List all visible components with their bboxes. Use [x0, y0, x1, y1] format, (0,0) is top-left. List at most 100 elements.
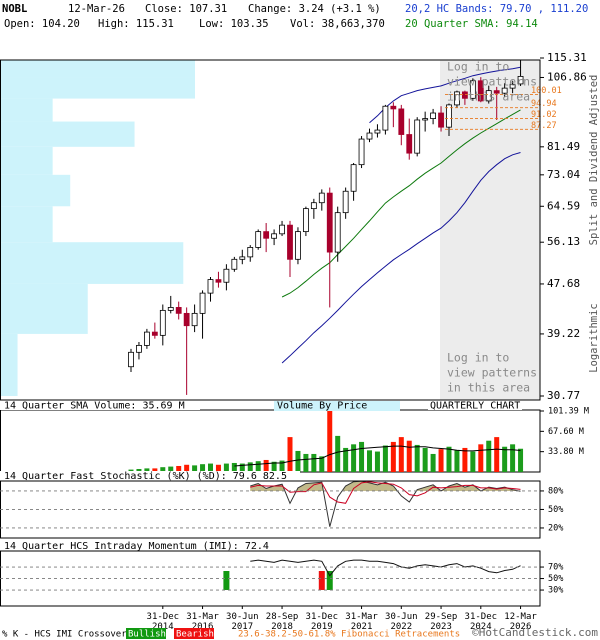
candle-body — [382, 105, 389, 131]
volume-bar — [422, 447, 428, 472]
volume-bar — [231, 462, 237, 472]
x-tick-part: 2021 — [351, 622, 373, 632]
candle-body — [318, 192, 325, 204]
x-tick-label: 12-Mar 2026 — [504, 612, 537, 632]
x-tick-part: 30-Jun — [385, 612, 418, 622]
ticker: NOBL — [2, 3, 27, 15]
volume-by-price-bar — [0, 60, 195, 78]
x-tick-part: 2023 — [430, 622, 452, 632]
y-tick-label: 39.22 — [547, 327, 580, 340]
title-bg — [0, 541, 300, 550]
candle-body — [461, 91, 468, 99]
volume-bar — [152, 468, 158, 472]
candle-body — [406, 134, 413, 154]
bearish-swatch — [174, 628, 214, 639]
candle-body — [390, 105, 397, 110]
volume-bar — [343, 447, 349, 472]
x-tick-part: 31-Dec — [465, 612, 498, 622]
x-tick-part: 29-Sep — [425, 612, 458, 622]
candle-body — [469, 80, 476, 99]
volume-bar — [295, 450, 301, 472]
title-bg — [0, 471, 300, 480]
candle-body — [295, 231, 301, 260]
x-tick-part: 2024 — [470, 622, 492, 632]
candle-body — [342, 190, 349, 214]
volume-bar — [382, 445, 388, 472]
y-tick-label: 64.59 — [547, 199, 580, 212]
candle-body — [310, 202, 317, 210]
volume-bar — [239, 463, 245, 472]
volume-bar — [478, 444, 484, 472]
x-tick-part: 2014 — [152, 622, 174, 632]
y-tick-label: 70% — [548, 563, 563, 573]
y-tick-label: 106.86 — [547, 70, 587, 83]
volume-bar — [263, 459, 269, 472]
candle-body — [271, 233, 278, 239]
locked-area — [440, 60, 540, 400]
candle-body — [143, 331, 150, 346]
y-tick-label: 81.49 — [547, 140, 580, 153]
x-tick-label: 31-Mar 2021 — [345, 612, 378, 632]
x-tick-part: 2016 — [192, 622, 214, 632]
vbp-title: Volume By Price — [277, 401, 367, 412]
fib-label: 94.94 — [531, 99, 557, 109]
indicator-line — [250, 481, 521, 527]
candle-body — [302, 208, 309, 233]
indicator-line — [250, 559, 521, 577]
indicator-plot — [223, 559, 521, 590]
sma-info: 20 Quarter SMA: 94.14 — [405, 18, 538, 30]
x-tick-part: 30-Jun — [226, 612, 259, 622]
y-tick-label: 50% — [548, 505, 563, 515]
volume-bar — [200, 464, 206, 472]
candle-body — [438, 112, 444, 128]
candle-body — [263, 231, 270, 239]
y-tick-label: 47.68 — [547, 277, 580, 290]
x-tick-label: 31-Dec 2014 — [147, 612, 180, 632]
locked-note: Log in to — [447, 60, 509, 74]
candle-body — [279, 224, 285, 235]
crossover-signal — [318, 571, 325, 590]
candle-body — [517, 75, 524, 85]
volume-bar — [502, 446, 508, 472]
candle-body — [358, 138, 365, 166]
high: High: 115.31 — [98, 18, 174, 30]
candle-body — [350, 164, 357, 192]
candle-body — [239, 256, 246, 260]
bearish-label: Bearish — [176, 630, 214, 640]
close: Close: 107.31 — [145, 3, 227, 15]
candle-body — [191, 312, 198, 327]
candle-body — [422, 118, 429, 121]
candle-body — [501, 87, 508, 94]
x-tick-part: 31-Mar — [345, 612, 378, 622]
crossover-legend: % K - HCS IMI Crossover, — [2, 630, 132, 640]
volume-bar — [462, 447, 468, 472]
volume-bar — [208, 463, 213, 472]
candle-body — [128, 351, 134, 368]
volume-bar — [303, 453, 309, 472]
volume-by-price-bar — [0, 333, 18, 396]
locked-note: in this area — [447, 90, 530, 104]
y-tick-label: 101.39 M — [548, 407, 589, 417]
volume-bar — [327, 411, 333, 472]
volume-by-price-bar — [0, 98, 53, 122]
volume-bar — [486, 440, 492, 472]
volume-bar — [406, 440, 412, 472]
x-tick-part: 31-Dec — [147, 612, 180, 622]
candle-body — [477, 80, 484, 102]
volume-bar — [430, 453, 436, 472]
candle-body — [509, 83, 516, 89]
copyright: ©HotCandlestick.com — [472, 626, 598, 639]
x-tick-label: 31-Mar 2016 — [186, 612, 219, 632]
candle-body — [175, 307, 182, 314]
locked-note: Log in to — [447, 351, 509, 365]
date: 12-Mar-26 — [68, 3, 125, 15]
y-tick-label: 30.77 — [547, 389, 580, 402]
volume-bar — [176, 465, 182, 472]
y-tick-label: 56.13 — [547, 235, 580, 248]
x-tick-part: 2026 — [510, 622, 532, 632]
candle-body — [446, 104, 452, 128]
volume-by-price-bar — [0, 146, 53, 175]
panel-subtitle: QUARTERLY CHART — [430, 401, 520, 412]
volume-bar — [359, 441, 365, 472]
